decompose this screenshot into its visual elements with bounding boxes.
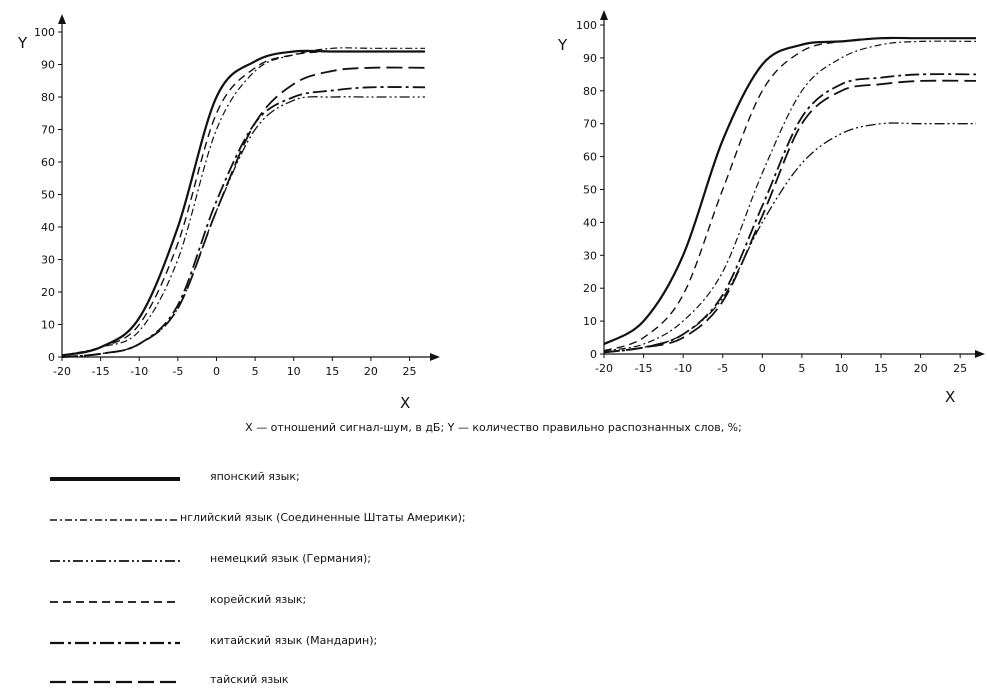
y-tick-label: 10 [41,319,55,332]
legend-label: немецкий язык (Германия); [210,552,371,565]
x-tick-label: 5 [252,365,259,378]
legend-label: японский язык; [210,470,300,483]
chart-1: 0 10 20 30 40 50 60 70 80 90 100 -20 -15 -10 -5 0 5 10 15 2… [17,14,440,412]
legend-swatch-korean [50,601,180,603]
series-line-korean [61,50,425,357]
y-tick-label: 50 [583,184,597,197]
series-line-german [603,122,976,353]
x-tick-label: -5 [172,365,183,378]
series-line-thai [603,79,977,354]
y-tick-label: 0 [48,351,55,364]
figure-caption: X — отношений сигнал-шум, в дБ; Y — коли… [245,421,742,434]
y-axis-label: Y [557,36,568,54]
series-line-english [603,40,977,352]
legend-swatch-german [50,560,180,562]
x-tick-label: -15 [92,365,110,378]
y-tick-label: 20 [583,282,597,295]
x-tick-label: 0 [213,365,220,378]
legend-swatch-english [50,519,180,521]
legend-item-english: нглийский язык (Соединенные Штаты Америк… [0,507,800,531]
series-line-korean [603,37,976,352]
series-line-chinese [61,86,426,358]
y-tick-label: 30 [41,254,55,267]
y-axis-arrow [600,10,608,20]
x-tick-label: 5 [798,362,805,375]
x-axis-arrow [975,350,985,358]
legend-swatch-japanese [50,477,180,481]
x-tick-label: 20 [914,362,928,375]
legend-swatch-chinese [50,641,180,645]
y-tick-label: 100 [576,19,597,32]
x-tick-label: -10 [674,362,692,375]
x-tick-label: 25 [403,365,417,378]
y-axis-label: Y [17,34,28,52]
series-line-english [61,47,425,356]
legend-item-thai: тайский язык [0,669,800,693]
y-tick-label: 60 [41,156,55,169]
y-tick-label: 20 [41,286,55,299]
y-tick-label: 50 [41,189,55,202]
legend-label: нглийский язык (Соединенные Штаты Америк… [180,511,466,524]
y-tick-label: 60 [583,151,597,164]
series-line-chinese [603,73,977,354]
x-tick-label: -5 [717,362,728,375]
legend-label: тайский язык [210,673,289,686]
x-tick-label: -20 [595,362,613,375]
x-tick-label: 20 [364,365,378,378]
legend-item-korean: корейский язык; [0,589,800,613]
x-tick-label: 15 [874,362,888,375]
y-tick-label: 10 [583,315,597,328]
x-tick-label: -10 [130,365,148,378]
x-tick-label: 25 [953,362,967,375]
y-axis-arrow [58,14,66,24]
legend-item-japanese: японский язык; [0,466,800,490]
legend-label: корейский язык; [210,593,307,606]
legend-label: китайский язык (Мандарин); [210,634,378,647]
y-tick-label: 100 [34,26,55,39]
y-tick-label: 40 [583,216,597,229]
series-line-thai [61,66,426,358]
y-tick-label: 80 [41,91,55,104]
y-tick-label: 0 [590,348,597,361]
y-tick-label: 70 [41,124,55,137]
x-tick-label: -20 [53,365,71,378]
x-axis-label: X [945,388,955,406]
x-axis-label: X [400,394,410,412]
y-tick-label: 90 [583,52,597,65]
x-tick-label: 10 [287,365,301,378]
series-line-japanese [61,49,425,357]
x-axis-arrow [430,353,440,361]
x-tick-label: 0 [759,362,766,375]
y-tick-label: 70 [583,118,597,131]
x-tick-label: 15 [325,365,339,378]
legend-swatch-thai [50,680,180,684]
y-tick-label: 40 [41,221,55,234]
x-tick-label: -15 [635,362,653,375]
series-line-japanese [603,36,976,346]
x-tick-label: 10 [834,362,848,375]
series-line-german [61,96,425,358]
y-tick-label: 90 [41,59,55,72]
y-tick-label: 80 [583,85,597,98]
legend-item-german: немецкий язык (Германия); [0,548,800,572]
chart-2: 0 10 20 30 40 50 60 70 80 90 100 -20 -15 -10 -5 0 5 10 15 2… [557,10,985,406]
y-tick-label: 30 [583,249,597,262]
legend-item-chinese: китайский язык (Мандарин); [0,630,800,654]
